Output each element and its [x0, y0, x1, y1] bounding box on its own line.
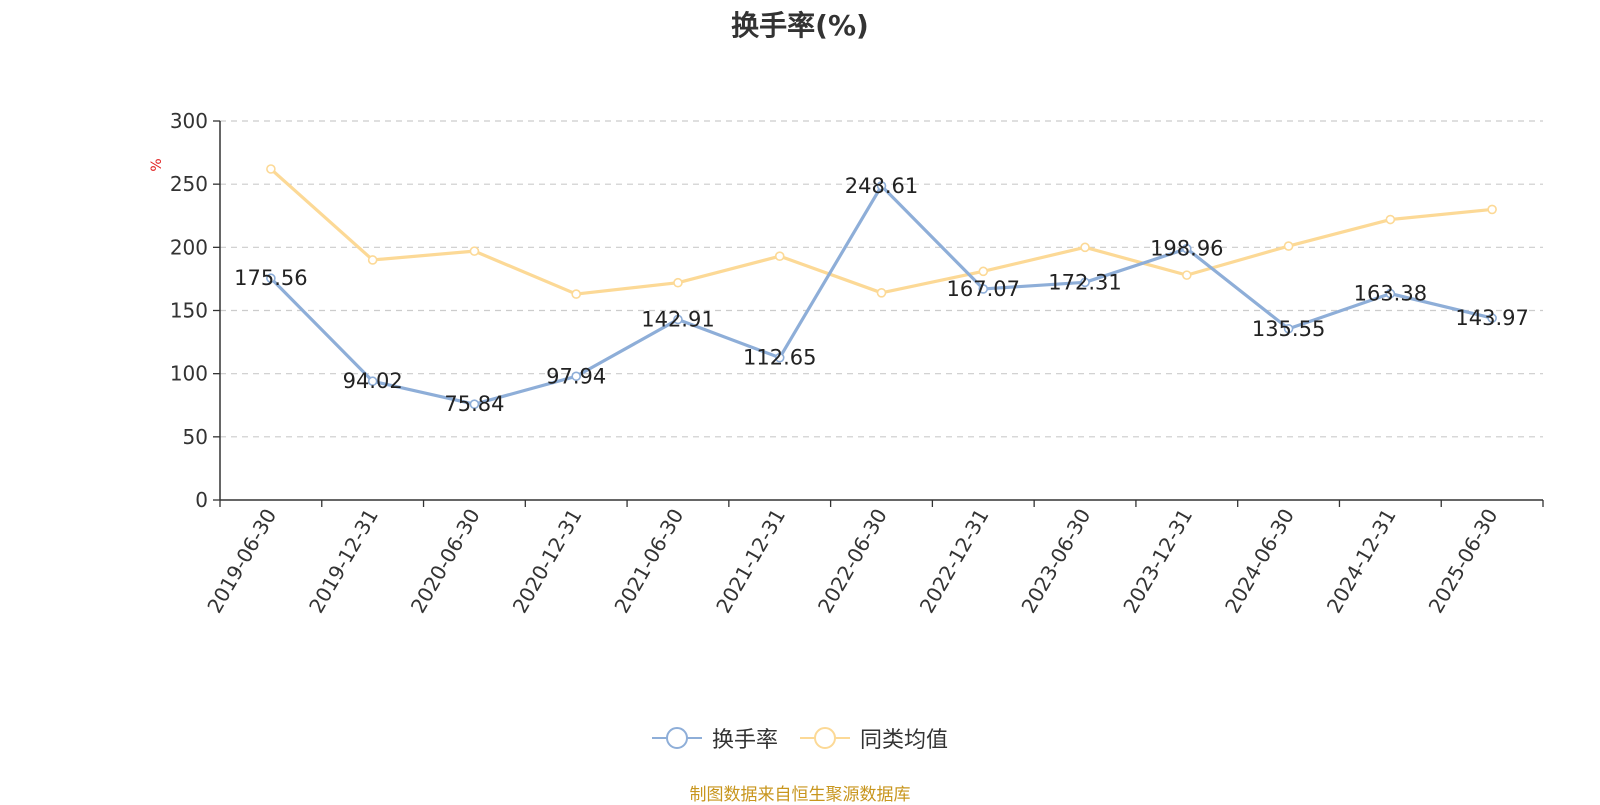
legend: 换手率 同类均值	[0, 722, 1600, 754]
y-tick-label: 150	[170, 299, 208, 323]
data-label: 163.38	[1354, 282, 1427, 306]
data-label: 135.55	[1252, 317, 1325, 341]
data-point	[469, 246, 480, 256]
data-point	[571, 371, 581, 382]
data-point	[1080, 242, 1090, 253]
source-note: 制图数据来自恒生聚源数据库	[689, 785, 911, 805]
data-labels: 175.56 94.02 75.84 97.94 142.91 112.65 248.61 1…	[234, 174, 1529, 416]
y-tick-label: 300	[170, 109, 208, 133]
data-point	[774, 352, 785, 363]
x-tick-label: 2022-06-30	[813, 505, 892, 618]
x-tick-label: 2023-06-30	[1016, 505, 1095, 618]
legend-circle	[665, 727, 688, 749]
data-label: 172.31	[1048, 270, 1121, 294]
x-tick-label: 2024-06-30	[1220, 505, 1299, 618]
legend-label: 换手率	[711, 728, 778, 753]
x-tick-label: 2019-06-30	[202, 505, 281, 618]
data-label: 248.61	[845, 174, 918, 198]
x-tick-label: 2023-12-31	[1118, 505, 1197, 618]
data-point	[1182, 270, 1192, 280]
y-tick-label: 50	[183, 425, 208, 449]
y-tick-label: 250	[170, 172, 208, 196]
x-tick-label: 2021-06-30	[609, 505, 688, 618]
data-label: 143.97	[1455, 306, 1528, 330]
data-point	[673, 314, 683, 325]
data-point	[1182, 243, 1192, 254]
y-tick-label: 0	[195, 488, 208, 512]
data-label: 97.94	[546, 364, 606, 388]
chart-title: 换手率(%)	[731, 9, 869, 42]
data-point	[1487, 204, 1497, 215]
data-point	[1487, 313, 1497, 323]
legend-item[interactable]: 换手率	[651, 722, 778, 754]
data-point	[876, 181, 887, 191]
data-point	[571, 289, 581, 299]
data-label: 175.56	[234, 266, 307, 290]
data-point	[266, 164, 276, 174]
data-label: 94.02	[343, 369, 403, 393]
data-point	[1283, 241, 1294, 251]
y-tick-label: 200	[170, 235, 208, 259]
x-tick-label: 2020-06-30	[406, 505, 485, 618]
data-point	[1283, 323, 1294, 334]
grid-lines	[220, 120, 1543, 438]
x-tick-label: 2025-06-30	[1424, 505, 1503, 618]
data-label: 75.84	[444, 392, 504, 416]
data-point	[673, 277, 683, 288]
data-label: 142.91	[641, 307, 714, 331]
data-label: 112.65	[743, 346, 816, 370]
data-point	[1385, 214, 1396, 225]
legend-item[interactable]: 同类均值	[800, 722, 948, 754]
x-tick-label: 2022-12-31	[915, 505, 994, 618]
y-axis-unit-label: %	[149, 158, 165, 171]
data-point	[1385, 288, 1396, 299]
legend-circle	[814, 727, 836, 749]
data-point	[978, 266, 989, 277]
x-tick-label: 2024-12-31	[1322, 505, 1401, 618]
data-point	[774, 251, 785, 261]
data-point	[266, 273, 276, 284]
series-lines	[266, 164, 1497, 409]
x-tick-label: 2021-12-31	[711, 505, 790, 618]
data-point	[876, 288, 887, 298]
legend-label: 同类均值	[860, 728, 949, 753]
x-tick-label: 2020-12-31	[508, 505, 587, 618]
data-point	[367, 255, 378, 265]
y-tick-label: 100	[170, 362, 208, 386]
data-label: 167.07	[947, 277, 1020, 301]
data-label: 198.96	[1150, 237, 1223, 261]
legend-line-marker-icon	[651, 727, 702, 749]
x-tick-label: 2019-12-31	[304, 505, 383, 618]
data-point	[469, 399, 480, 409]
data-point	[1080, 277, 1090, 288]
data-point	[978, 284, 989, 294]
data-point	[367, 376, 378, 387]
legend-line-marker-icon	[800, 727, 850, 749]
